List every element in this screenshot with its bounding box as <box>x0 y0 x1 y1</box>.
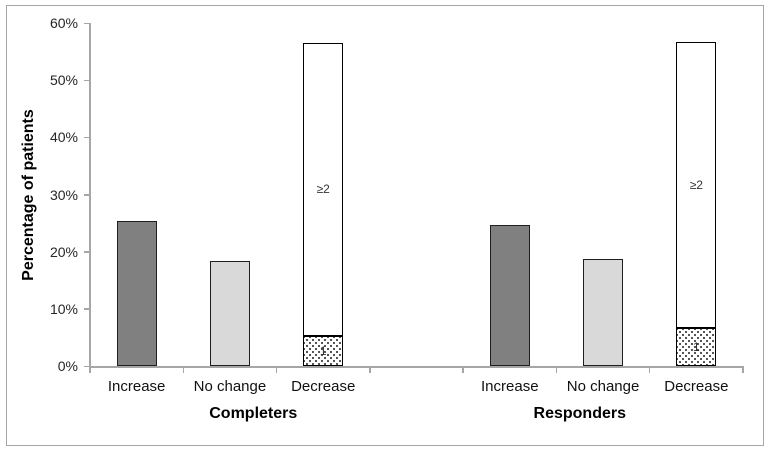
bar-completers-increase <box>116 220 157 366</box>
bar-segment-responders-decrease-2 <box>676 42 717 328</box>
bar-completers-no-change <box>209 260 250 366</box>
bar-segment-completers-decrease-2 <box>303 43 344 336</box>
bar-responders-increase <box>489 224 530 366</box>
y-tick-label-20: 20% <box>49 243 78 260</box>
segment-label-completers-1: 1 <box>319 343 327 358</box>
group-label-responders: Responders <box>533 405 626 422</box>
group-label-completers: Completers <box>209 405 298 422</box>
bar-responders-no-change <box>583 258 624 366</box>
y-axis-tick <box>84 79 90 82</box>
figure-border <box>6 5 764 446</box>
y-axis-tick <box>84 251 90 253</box>
x-axis-tick <box>275 368 278 373</box>
x-axis-tick <box>742 368 744 373</box>
category-label-completers-no-change: No change <box>193 378 267 395</box>
x-axis-tick <box>462 368 464 373</box>
x-axis-tick <box>89 368 91 373</box>
bar-segment-responders-decrease-1 <box>676 327 717 366</box>
category-label-completers-decrease: Decrease <box>291 378 356 395</box>
y-axis-line <box>89 23 91 368</box>
y-axis-tick <box>84 22 90 24</box>
x-axis-tick <box>369 368 371 373</box>
y-tick-label-30: 30% <box>49 186 78 203</box>
y-axis-tick <box>84 136 90 139</box>
category-label-responders-no-change: No change <box>566 378 640 395</box>
y-axis-tick <box>84 365 90 367</box>
bar-segment-completers-decrease-1 <box>303 335 344 366</box>
y-tick-label-50: 50% <box>49 72 78 89</box>
category-label-completers-increase: Increase <box>107 378 166 395</box>
y-tick-label-0: 0% <box>57 358 78 374</box>
segment-label-completers-2: ≥2 <box>316 182 330 197</box>
segment-label-responders-1: 1 <box>693 339 700 354</box>
y-tick-label-10: 10% <box>49 300 78 317</box>
category-label-responders-increase: Increase <box>481 378 539 395</box>
x-axis-tick <box>555 368 558 373</box>
x-axis-tick <box>648 368 651 373</box>
y-axis-tick <box>84 194 90 196</box>
x-axis-line <box>89 366 744 368</box>
y-axis-tick <box>84 308 90 310</box>
segment-label-responders-2: ≥2 <box>689 178 703 193</box>
y-tick-label-40: 40% <box>49 129 78 146</box>
category-label-responders-decrease: Decrease <box>664 378 729 395</box>
x-axis-tick <box>182 368 185 373</box>
y-tick-label-60: 60% <box>49 15 78 31</box>
